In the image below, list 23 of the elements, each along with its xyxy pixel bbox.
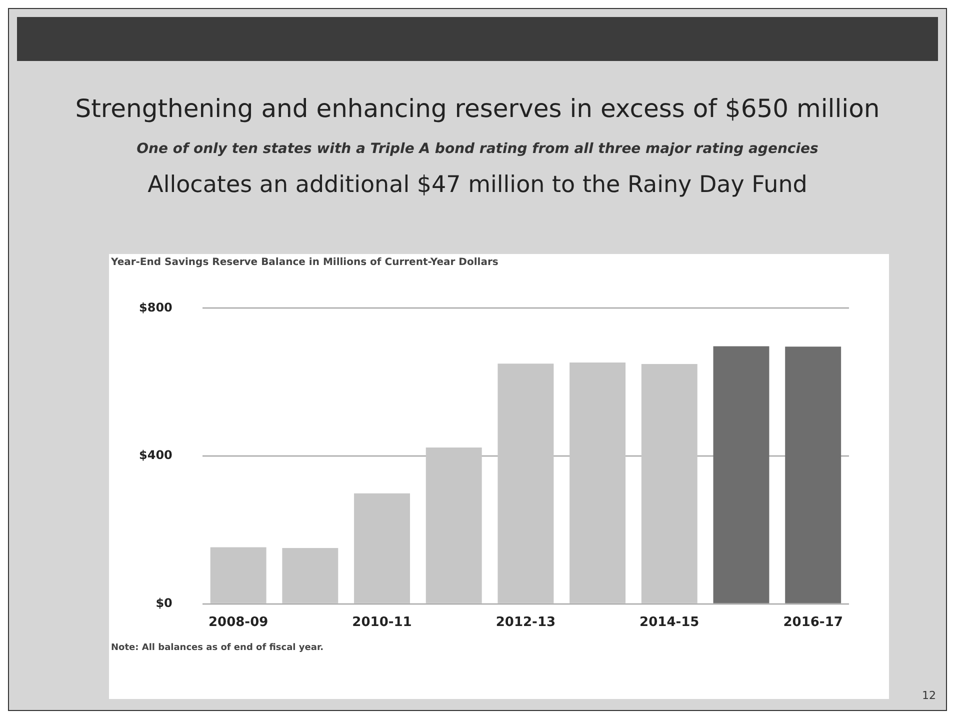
y-axis-title: Year-End Savings Reserve Balance in Millions of Current-Year Dollars — [110, 256, 500, 270]
bar — [785, 346, 842, 604]
x-tick-label: 2016-17 — [783, 614, 843, 630]
chart-title: Strengthening and enhancing reserves in excess of $650 million — [74, 94, 881, 123]
bar — [713, 346, 770, 604]
bar — [641, 364, 698, 604]
y-tick-label: $400 — [138, 448, 172, 462]
text: Note: All balances as of end of fiscal year. — [110, 642, 325, 655]
x-tick-label: 2010-11 — [352, 614, 412, 630]
text: 12 — [922, 689, 936, 702]
bar — [426, 448, 482, 604]
y-tick-label: $800 — [138, 300, 172, 314]
chart-subtitle: One of only ten states with a Triple A bond rating from all three major rating agencies — [136, 141, 820, 157]
x-tick-label: 2014-15 — [640, 614, 700, 630]
bar — [570, 362, 626, 604]
y-tick-label: $0 — [156, 596, 172, 610]
text: Allocates an additional $47 million to the Rainy Day Fund — [146, 172, 808, 198]
bar — [498, 364, 554, 604]
bar — [282, 548, 338, 604]
bar — [210, 547, 266, 604]
x-tick-label: 2008-09 — [208, 614, 268, 630]
bar — [354, 493, 410, 604]
x-tick-label: 2012-13 — [496, 614, 556, 630]
